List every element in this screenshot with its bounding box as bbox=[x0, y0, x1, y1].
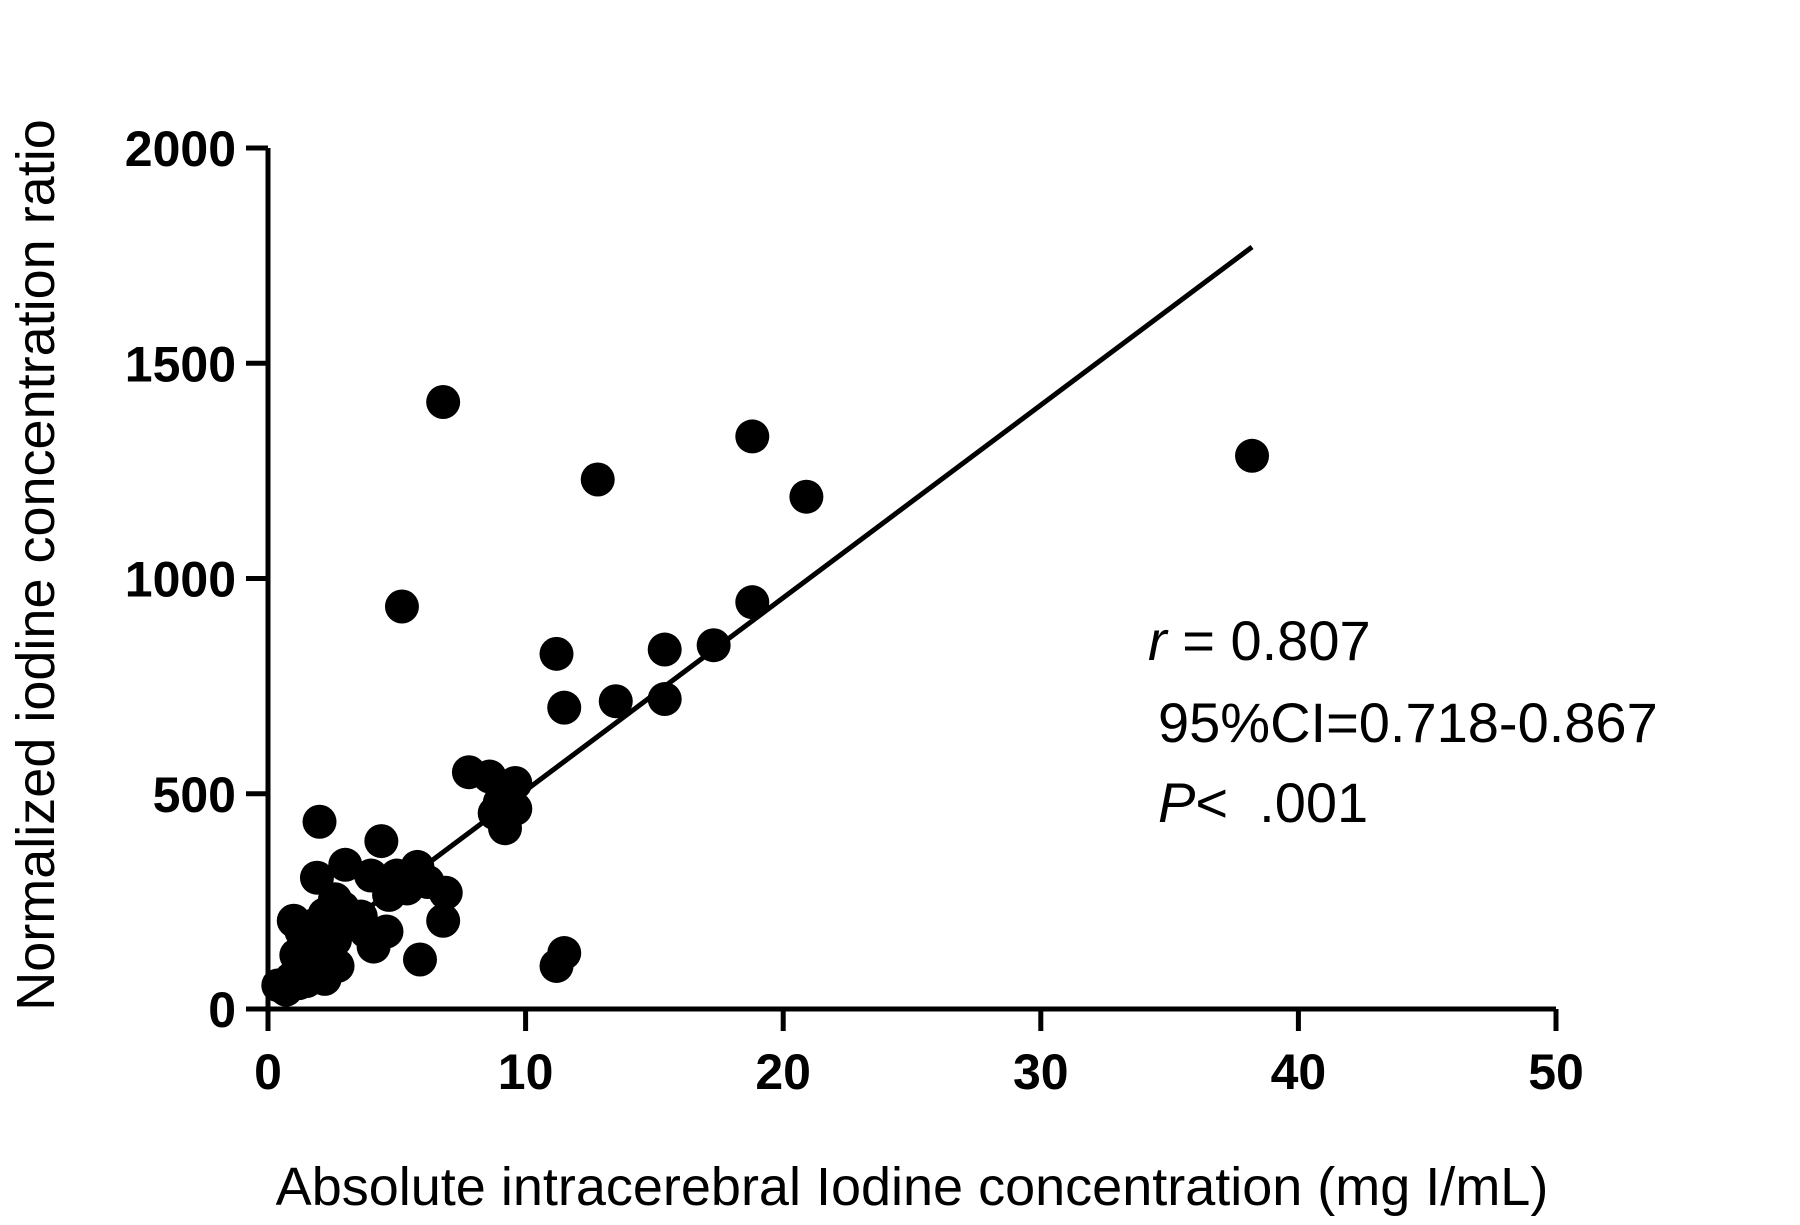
y-tick-label: 1500 bbox=[125, 336, 236, 392]
x-tick-label: 30 bbox=[1013, 1044, 1069, 1100]
data-point bbox=[789, 479, 824, 514]
data-point bbox=[428, 875, 463, 910]
y-tick-label: 0 bbox=[208, 982, 236, 1038]
y-tick-label: 2000 bbox=[125, 121, 236, 177]
data-point bbox=[356, 929, 391, 964]
data-point bbox=[735, 585, 770, 620]
x-tick-label: 0 bbox=[254, 1044, 282, 1100]
y-axis-title: Normalized iodine concentration ratio bbox=[6, 119, 66, 1010]
x-axis-title: Absolute intracerebral Iodine concentrat… bbox=[276, 1157, 1549, 1217]
r-value: = 0.807 bbox=[1167, 609, 1371, 672]
data-point bbox=[647, 632, 682, 667]
statistics-annotation: r = 0.807 95%CI=0.718-0.867 P< .001 bbox=[1148, 609, 1658, 834]
axes bbox=[246, 145, 1559, 1031]
x-tick-label: 10 bbox=[498, 1044, 554, 1100]
y-tick-label: 1000 bbox=[125, 552, 236, 608]
data-point bbox=[472, 759, 507, 794]
data-point bbox=[547, 690, 582, 725]
p-value: < .001 bbox=[1195, 771, 1368, 834]
data-point bbox=[539, 948, 574, 983]
p-symbol: P bbox=[1158, 771, 1195, 834]
svg-text:r = 0.807: r = 0.807 bbox=[1148, 609, 1371, 672]
r-symbol: r bbox=[1148, 609, 1169, 672]
regression-line bbox=[266, 245, 1254, 986]
data-point bbox=[328, 847, 363, 882]
regression-line-group bbox=[266, 245, 1254, 986]
data-point bbox=[426, 384, 461, 419]
x-tick-label: 40 bbox=[1271, 1044, 1327, 1100]
data-point bbox=[539, 636, 574, 671]
data-point bbox=[384, 589, 419, 624]
confidence-interval: 95%CI=0.718-0.867 bbox=[1158, 691, 1658, 754]
data-point bbox=[302, 905, 337, 940]
data-point bbox=[289, 964, 324, 999]
x-tick-label: 20 bbox=[755, 1044, 811, 1100]
data-point bbox=[364, 824, 399, 859]
data-point bbox=[302, 804, 337, 839]
x-tick-label: 50 bbox=[1528, 1044, 1584, 1100]
data-point bbox=[735, 419, 770, 454]
data-point bbox=[487, 811, 522, 846]
data-point bbox=[580, 462, 615, 497]
data-point bbox=[426, 903, 461, 938]
data-point bbox=[1235, 438, 1270, 473]
data-point bbox=[402, 942, 437, 977]
y-tick-label: 500 bbox=[153, 767, 236, 823]
svg-text:P< .001: P< .001 bbox=[1158, 771, 1368, 834]
data-points bbox=[261, 384, 1270, 1007]
data-point bbox=[598, 684, 633, 719]
